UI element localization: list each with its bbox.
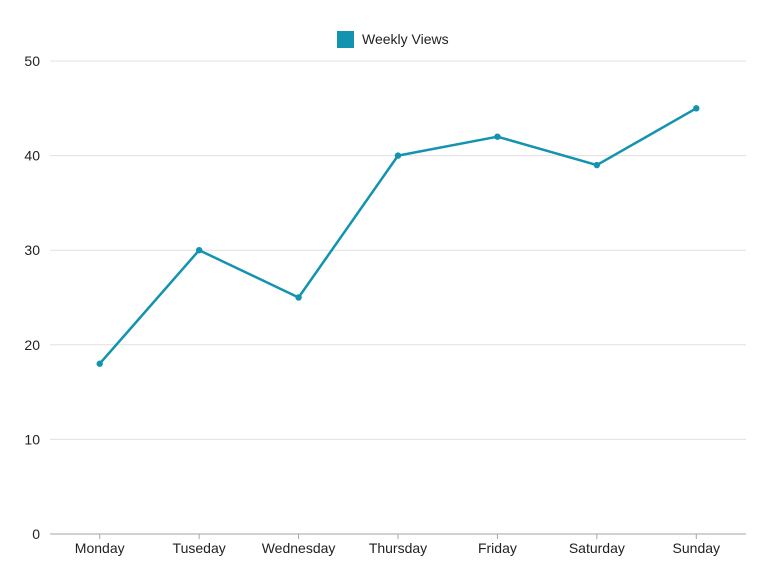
x-tick-label: Monday <box>75 540 125 556</box>
data-point[interactable] <box>394 152 402 159</box>
axes: 0 10 20 30 40 50 Monday Tuseday Wednesday Thursda… <box>24 53 746 556</box>
y-tick-label: 0 <box>32 526 40 542</box>
x-tick-label: Sunday <box>673 540 720 556</box>
x-tick-label: Tuseday <box>173 540 226 556</box>
data-point[interactable] <box>295 294 302 301</box>
data-point[interactable] <box>96 360 103 367</box>
data-point[interactable] <box>693 105 700 112</box>
series-layer <box>96 105 700 367</box>
grid <box>50 60 746 440</box>
series-line <box>98 107 698 365</box>
x-tick-label: Saturday <box>569 540 625 556</box>
y-tick-label: 20 <box>24 337 40 353</box>
legend-label: Weekly Views <box>362 31 449 47</box>
data-point[interactable] <box>593 161 601 169</box>
x-tick-label: Friday <box>478 540 517 556</box>
y-tick-label: 30 <box>24 242 40 258</box>
y-tick-label: 50 <box>24 53 40 69</box>
legend-swatch <box>337 31 354 48</box>
y-tick-label: 40 <box>24 148 40 164</box>
x-tick-label: Wednesday <box>262 540 336 556</box>
legend: Weekly Views <box>337 31 449 48</box>
data-point[interactable] <box>195 247 203 254</box>
x-tick-label: Thursday <box>369 540 427 556</box>
data-point[interactable] <box>494 133 501 140</box>
y-tick-label: 10 <box>24 431 40 447</box>
